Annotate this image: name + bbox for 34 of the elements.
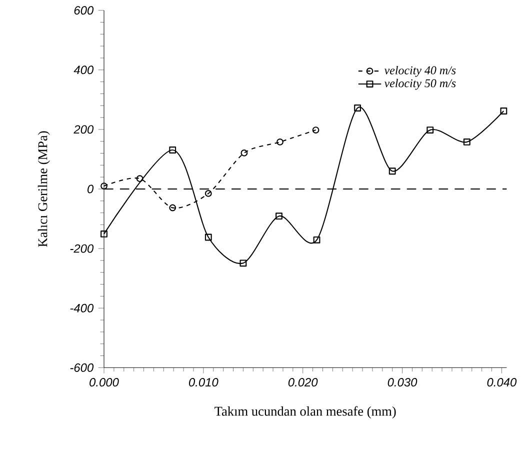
y-tick-label: 400	[74, 66, 94, 74]
point	[100, 182, 108, 190]
point	[136, 175, 144, 182]
point	[354, 104, 361, 112]
point	[204, 190, 212, 197]
y-tick-label: 0	[88, 184, 94, 194]
point	[426, 126, 434, 134]
x-tick-label: 0.000	[90, 378, 119, 386]
point	[312, 126, 320, 134]
point	[240, 260, 247, 267]
x-tick-label: 0.040	[487, 378, 517, 386]
point	[169, 204, 176, 212]
y-tick-label: -400	[70, 304, 94, 312]
point	[313, 236, 320, 244]
x-tick-label: 0.020	[288, 378, 318, 386]
legend-label: velocity 50 m/s	[384, 78, 456, 90]
point	[276, 212, 282, 220]
y-axis-title: Kalıcı Gerilme (MPa)	[38, 131, 50, 247]
point	[500, 108, 508, 114]
y-tick-label: -600	[70, 363, 94, 372]
x-axis-title: Takım ucundan olan mesafe (mm)	[214, 406, 396, 418]
point	[204, 234, 212, 241]
point	[240, 150, 248, 156]
point	[169, 146, 176, 154]
y-tick-label: 600	[74, 6, 94, 15]
point	[276, 138, 284, 146]
legend-label: velocity 40 m/s	[384, 66, 456, 77]
y-tick-label: 200	[74, 125, 94, 134]
y-tick-label: -200	[70, 244, 94, 253]
point	[100, 230, 108, 238]
x-tick-label: 0.030	[388, 378, 418, 386]
x-tick-label: 0.010	[188, 378, 218, 386]
point	[388, 168, 396, 175]
point	[463, 138, 470, 146]
